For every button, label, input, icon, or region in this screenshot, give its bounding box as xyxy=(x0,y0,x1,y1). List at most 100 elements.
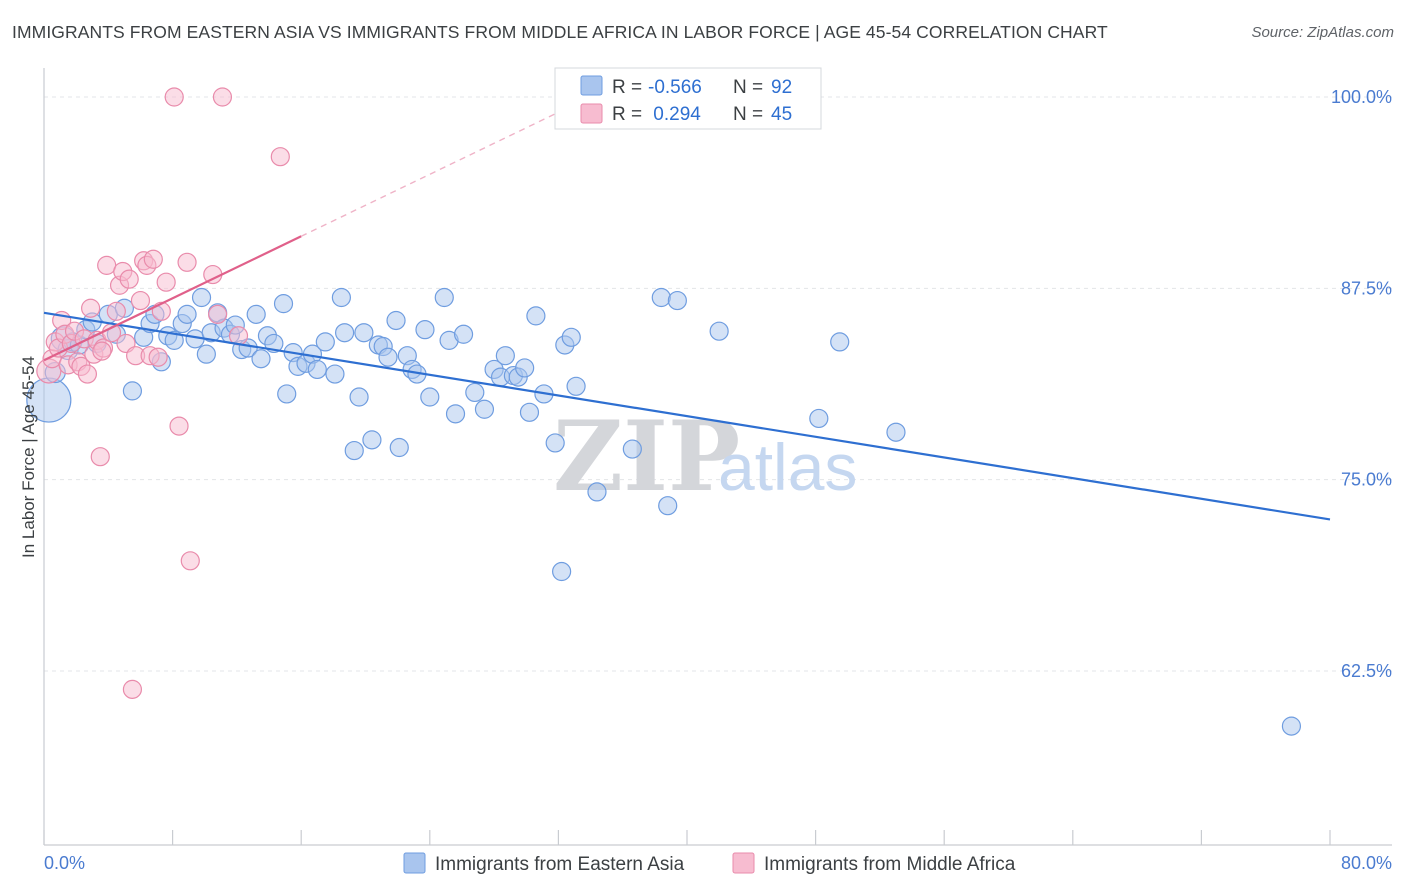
point-eastern-asia-23 xyxy=(196,344,216,364)
point-middle-africa-38 xyxy=(180,551,200,571)
point-eastern-asia-46 xyxy=(344,440,364,461)
point-eastern-asia-20 xyxy=(177,304,197,324)
x-tick-label-min: 0.0% xyxy=(44,853,85,873)
point-middle-africa-12 xyxy=(77,364,98,384)
point-eastern-asia-81 xyxy=(622,439,642,459)
stats-legend-n-value-pink: 45 xyxy=(771,104,792,125)
point-middle-africa-18 xyxy=(97,255,117,275)
watermark-zip: ZIP xyxy=(553,400,740,513)
point-eastern-asia-44 xyxy=(331,287,351,308)
point-eastern-asia-41 xyxy=(307,359,327,380)
watermark: ZIP atlas xyxy=(553,400,857,513)
series-middle-africa xyxy=(36,87,290,699)
point-middle-africa-32 xyxy=(148,347,168,367)
point-eastern-asia-31 xyxy=(246,304,266,324)
point-middle-africa-20 xyxy=(106,301,126,321)
point-eastern-asia-82 xyxy=(651,287,671,308)
point-eastern-asia-42 xyxy=(315,332,335,352)
point-eastern-asia-75 xyxy=(545,433,565,453)
point-eastern-asia-45 xyxy=(335,323,355,343)
point-middle-africa-40 xyxy=(208,304,228,324)
point-eastern-asia-79 xyxy=(566,376,586,396)
y-tick-label-2: 87.5% xyxy=(1341,278,1392,298)
point-eastern-asia-43 xyxy=(325,364,345,384)
point-eastern-asia-76 xyxy=(552,561,572,582)
point-eastern-asia-62 xyxy=(445,404,466,424)
point-eastern-asia-63 xyxy=(453,324,474,344)
y-tick-label-1: 75.0% xyxy=(1341,470,1392,490)
point-middle-africa-27 xyxy=(130,290,151,311)
point-middle-africa-35 xyxy=(164,87,184,107)
point-eastern-asia-86 xyxy=(809,408,829,429)
point-eastern-asia-32 xyxy=(251,349,271,369)
stats-legend-r-label-blue: R = xyxy=(612,77,642,98)
series-eastern-asia xyxy=(26,287,1302,736)
stats-legend-swatch-blue xyxy=(580,75,603,96)
point-middle-africa-25 xyxy=(122,679,143,699)
point-eastern-asia-72 xyxy=(519,402,540,422)
bottom-legend: Immigrants from Eastern Asia Immigrants … xyxy=(403,852,1016,875)
x-ticks xyxy=(43,830,1331,845)
point-middle-africa-16 xyxy=(90,447,110,467)
y-tick-label-0: 62.5% xyxy=(1341,661,1392,681)
point-middle-africa-36 xyxy=(169,416,189,436)
point-eastern-asia-88 xyxy=(886,422,906,442)
legend-label-middle-africa: Immigrants from Middle Africa xyxy=(764,854,1016,875)
stats-legend-r-label-pink: R = xyxy=(612,104,642,125)
point-eastern-asia-12 xyxy=(122,381,143,401)
point-eastern-asia-78 xyxy=(561,327,581,347)
point-eastern-asia-68 xyxy=(495,346,515,366)
point-eastern-asia-64 xyxy=(465,382,485,403)
watermark-atlas: atlas xyxy=(718,430,857,504)
legend-swatch-middle-africa xyxy=(732,852,755,874)
point-eastern-asia-65 xyxy=(474,399,495,419)
point-eastern-asia-59 xyxy=(420,387,440,407)
point-eastern-asia-35 xyxy=(273,294,294,314)
point-eastern-asia-73 xyxy=(526,306,546,326)
point-eastern-asia-89 xyxy=(1281,716,1302,736)
stats-legend-r-value-blue: -0.566 xyxy=(648,77,702,98)
point-eastern-asia-18 xyxy=(164,330,184,350)
point-middle-africa-44 xyxy=(92,341,112,361)
point-middle-africa-24 xyxy=(119,269,139,289)
stats-legend-n-label-blue: N = xyxy=(733,77,763,98)
chart-source: Source: ZipAtlas.com xyxy=(1251,24,1394,41)
point-eastern-asia-36 xyxy=(277,384,297,404)
stats-legend-n-value-blue: 92 xyxy=(771,77,792,98)
stats-legend-swatch-pink xyxy=(580,103,603,124)
trendline-middle-africa xyxy=(43,235,302,362)
point-eastern-asia-53 xyxy=(386,310,406,331)
stats-legend-r-value-pink: 0.294 xyxy=(648,104,701,125)
point-eastern-asia-48 xyxy=(354,323,374,343)
stats-legend: R = -0.566 N = 92 R = 0.294 N = 45 xyxy=(554,67,822,130)
point-eastern-asia-52 xyxy=(378,347,398,367)
point-eastern-asia-71 xyxy=(515,358,535,378)
point-eastern-asia-84 xyxy=(667,290,687,311)
point-middle-africa-37 xyxy=(177,252,197,272)
y-tick-labels: 62.5% 75.0% 87.5% 100.0% xyxy=(1331,87,1392,681)
stats-legend-n-label-pink: N = xyxy=(733,104,763,125)
point-eastern-asia-83 xyxy=(658,496,678,516)
point-middle-africa-41 xyxy=(212,87,233,107)
x-tick-labels: 0.0% 80.0% xyxy=(44,853,1392,873)
point-eastern-asia-58 xyxy=(415,320,435,340)
chart-title: IMMIGRANTS FROM EASTERN ASIA VS IMMIGRAN… xyxy=(12,22,1108,42)
point-eastern-asia-87 xyxy=(830,332,850,352)
point-middle-africa-43 xyxy=(270,147,290,167)
point-eastern-asia-22 xyxy=(191,287,212,308)
point-eastern-asia-49 xyxy=(362,430,382,450)
point-middle-africa-31 xyxy=(143,249,163,269)
point-middle-africa-33 xyxy=(151,301,171,321)
point-eastern-asia-47 xyxy=(349,387,369,407)
point-eastern-asia-54 xyxy=(389,437,409,458)
legend-swatch-eastern-asia xyxy=(403,852,426,874)
y-axis-title: In Labor Force | Age 45-54 xyxy=(19,356,38,558)
trendline-eastern-asia xyxy=(43,311,1331,521)
point-eastern-asia-80 xyxy=(587,482,607,502)
y-tick-label-3: 100.0% xyxy=(1331,87,1392,107)
legend-label-eastern-asia: Immigrants from Eastern Asia xyxy=(435,854,685,875)
point-eastern-asia-85 xyxy=(709,321,729,341)
gridlines xyxy=(44,96,1392,672)
x-tick-label-max: 80.0% xyxy=(1341,853,1392,873)
